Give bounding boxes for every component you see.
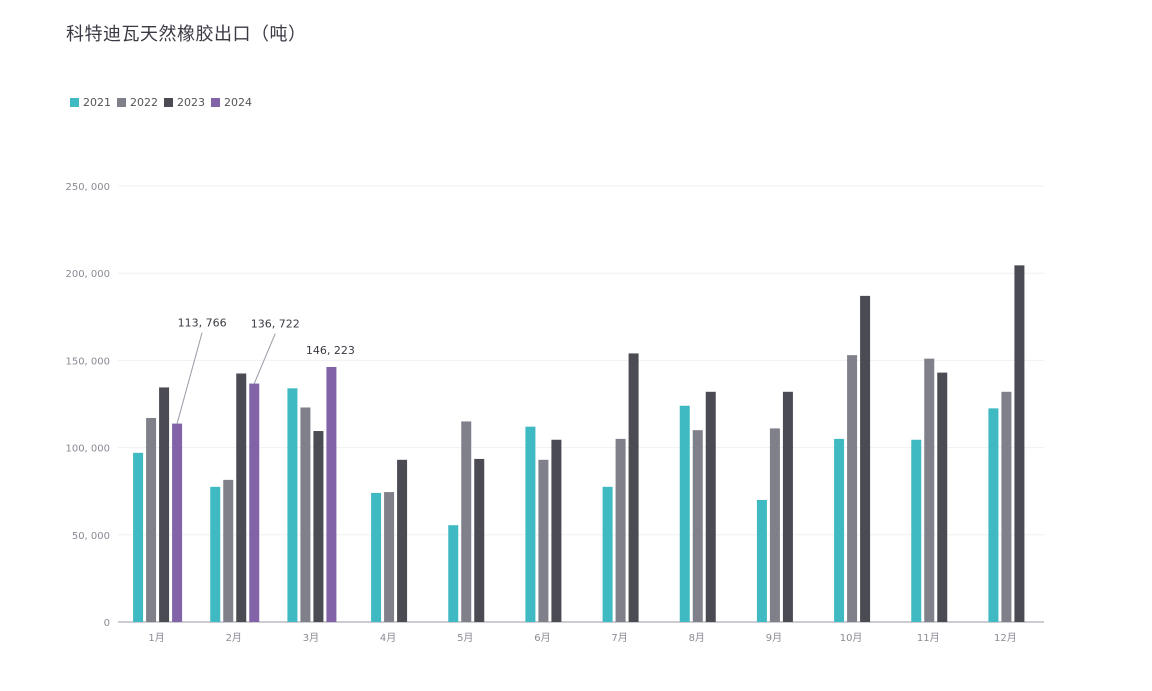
bar-2024-0: [172, 423, 183, 622]
bar-2022-3: [384, 492, 395, 622]
bar-2021-2: [287, 388, 298, 622]
chart-legend: 2021 2022 2023 2024: [70, 96, 252, 109]
x-tick-label: 11月: [917, 632, 940, 644]
y-tick-label: 250, 000: [65, 182, 110, 193]
bar-2023-6: [628, 353, 639, 622]
bar-2022-5: [538, 459, 549, 622]
bar-2023-11: [1014, 265, 1025, 622]
legend-item-2023[interactable]: 2023: [164, 96, 205, 109]
bar-2021-3: [371, 492, 382, 622]
bar-2021-0: [133, 452, 144, 622]
bar-2023-4: [474, 458, 485, 622]
bar-2022-7: [692, 430, 703, 622]
y-tick-label: 200, 000: [65, 269, 110, 280]
bar-2021-5: [525, 426, 536, 622]
x-tick-label: 8月: [689, 632, 705, 644]
bar-2021-8: [756, 499, 767, 622]
bar-2023-7: [705, 391, 716, 622]
bar-2023-5: [551, 439, 562, 622]
bar-2024-1: [249, 383, 260, 622]
legend-item-2022[interactable]: 2022: [117, 96, 158, 109]
legend-label-2021: 2021: [83, 96, 111, 109]
bar-2021-11: [988, 408, 999, 622]
bar-2021-1: [210, 486, 221, 622]
bar-2022-10: [924, 358, 935, 622]
bar-2023-9: [860, 295, 871, 622]
legend-swatch-2023: [164, 98, 173, 107]
data-label-2024: 136, 722: [251, 318, 300, 331]
y-tick-label: 50, 000: [72, 531, 110, 542]
bar-2021-4: [448, 525, 459, 622]
x-tick-label: 6月: [534, 632, 550, 644]
y-tick-label: 0: [104, 618, 110, 629]
bar-2022-4: [461, 421, 472, 622]
annotation-leader: [176, 332, 203, 424]
bar-2022-8: [769, 428, 780, 622]
legend-swatch-2024: [211, 98, 220, 107]
x-tick-label: 2月: [226, 632, 242, 644]
legend-item-2021[interactable]: 2021: [70, 96, 111, 109]
data-label-2024: 146, 223: [306, 344, 355, 357]
x-tick-label: 4月: [380, 632, 396, 644]
bar-2023-3: [397, 459, 408, 622]
bar-2022-6: [615, 438, 626, 622]
legend-label-2022: 2022: [130, 96, 158, 109]
bar-2022-0: [146, 417, 157, 622]
chart-title: 科特迪瓦天然橡胶出口（吨）: [66, 24, 307, 45]
bar-2023-0: [159, 387, 170, 622]
x-tick-label: 1月: [148, 632, 164, 644]
x-tick-label: 9月: [766, 632, 782, 644]
bar-2023-10: [937, 372, 948, 622]
legend-swatch-2022: [117, 98, 126, 107]
bar-2022-1: [223, 479, 234, 622]
bar-2024-2: [326, 366, 337, 622]
x-tick-label: 7月: [611, 632, 627, 644]
x-tick-label: 12月: [994, 632, 1017, 644]
x-tick-label: 10月: [840, 632, 863, 644]
legend-label-2024: 2024: [224, 96, 252, 109]
bar-2021-6: [602, 486, 613, 622]
x-tick-label: 5月: [457, 632, 473, 644]
annotation-leader: [253, 333, 276, 384]
x-tick-label: 3月: [303, 632, 319, 644]
legend-label-2023: 2023: [177, 96, 205, 109]
bar-2023-1: [236, 373, 247, 622]
y-tick-label: 100, 000: [65, 444, 110, 455]
bar-2023-2: [313, 431, 324, 622]
bar-2022-2: [300, 407, 311, 622]
bar-2022-11: [1001, 391, 1012, 622]
bar-2021-10: [911, 439, 922, 622]
y-tick-label: 150, 000: [65, 356, 110, 367]
bar-2023-8: [782, 391, 793, 622]
bar-2021-9: [834, 438, 845, 622]
legend-item-2024[interactable]: 2024: [211, 96, 252, 109]
bar-2022-9: [847, 355, 858, 622]
bar-2021-7: [679, 405, 690, 622]
data-label-2024: 113, 766: [178, 317, 227, 330]
legend-swatch-2021: [70, 98, 79, 107]
